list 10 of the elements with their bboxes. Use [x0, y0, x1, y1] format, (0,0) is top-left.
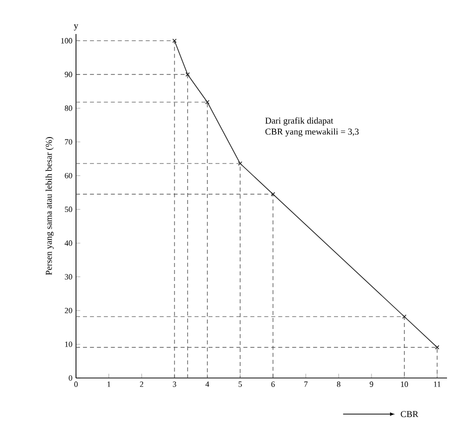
point [270, 192, 276, 196]
point [205, 100, 210, 104]
point [185, 72, 190, 77]
point [238, 161, 242, 166]
y-axis-title: Persen yang sama atau lebih besar (%) [46, 137, 54, 275]
x-axis-title: CBR [400, 411, 418, 418]
annotation: Dari grafik didapat [265, 117, 334, 126]
annotation: CBR yang mewakili = 3,3 [265, 128, 359, 136]
point [402, 314, 406, 319]
text: y [74, 24, 78, 30]
